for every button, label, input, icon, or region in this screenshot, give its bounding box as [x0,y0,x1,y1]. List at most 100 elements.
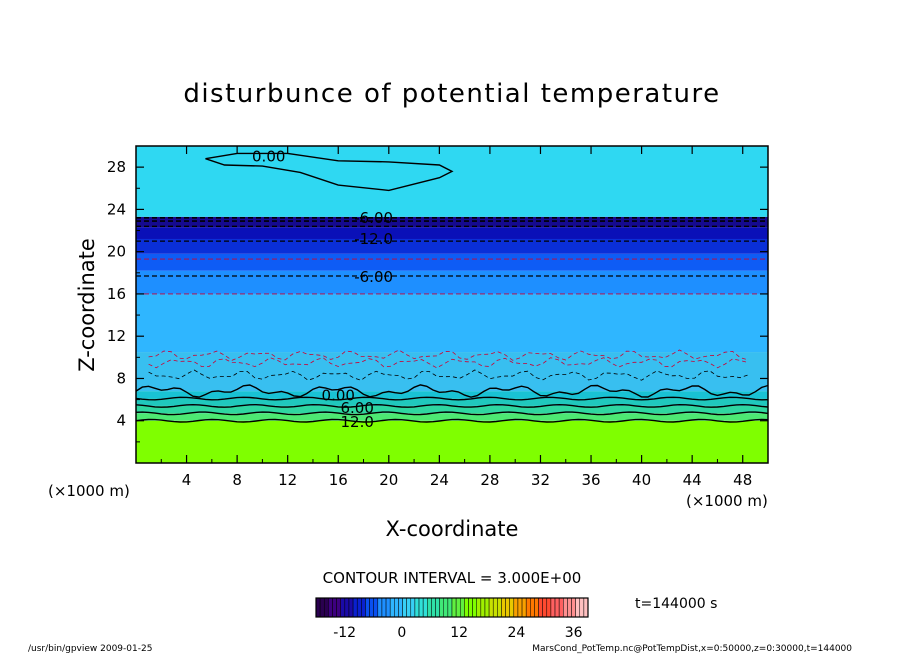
x-axis-ticks: 4 8 12 16 20 24 28 32 36 40 44 48 [160,146,752,489]
x-tick-label: 48 [733,471,752,489]
colorbar-cell [579,597,585,618]
colorbar-cell [385,597,391,618]
x-tick-label: 16 [329,471,348,489]
colorbar-cell [332,597,337,618]
colorbar-cell [315,597,321,618]
x-tick-label: 44 [683,471,702,489]
colorbar-cell [468,597,473,618]
colorbar-cell [336,597,341,618]
colorbar-cell [443,597,449,618]
plot-frame [135,145,769,464]
contour-label-4: 0.00 [322,386,355,404]
heatmap-band-8 [136,253,768,271]
contour-line-noise-2 [148,349,748,361]
x-unit-label: (×1000 m) [686,492,768,510]
colorbar-cell [497,597,502,618]
colorbar-tick-label: 24 [508,625,526,641]
y-tick-label: 4 [116,412,126,430]
chart-title: disturbunce of potential temperature [183,79,720,109]
colorbar-cell [567,597,572,618]
colorbar-frame [315,597,589,618]
colorbar-tick-label: -12 [333,625,356,641]
colorbar-cell [319,597,325,618]
colorbar-cell [558,597,564,618]
y-tick-label: 12 [107,327,126,345]
contour-line-positive-1 [135,411,769,416]
colorbar-cell [464,597,469,618]
heatmap-band-6 [136,293,768,353]
colorbar-cell [550,597,556,618]
x-tick-label: 4 [182,471,192,489]
colorbar-cell [344,597,350,618]
colorbar-cell [554,597,560,618]
colorbar-cell [583,597,589,618]
colorbar-cell [369,597,374,618]
x-tick-label: 32 [531,471,550,489]
colorbar-cell [323,597,329,618]
colorbar-cell [435,597,440,618]
x-tick-label: 12 [278,471,297,489]
heatmap-band-9 [136,238,768,254]
colorbar-cell [517,597,523,618]
colorbar-cell [480,597,486,618]
x-tick-label: 8 [232,471,242,489]
contour-line-positive-0 [135,418,769,423]
colorbar-cell [418,597,424,618]
colorbar-cell [361,597,366,618]
heatmap-band-1 [136,413,768,421]
colorbar-cell [571,597,576,618]
contour-line-noise-0 [148,369,748,381]
colorbar-cell [381,597,387,618]
y-tick-label: 16 [107,285,126,303]
contour-line-zero-lower [135,384,769,398]
colorbar-cell [459,597,465,618]
footer-program: /usr/bin/gpview 2009-01-25 [28,644,152,654]
colorbar-cell [575,597,581,618]
colorbar-cell [563,597,568,618]
footer-source: MarsCond_PotTemp.nc@PotTempDist,x=0:5000… [532,644,852,654]
colorbar-cell [447,597,453,618]
colorbar-tick-label: 0 [397,625,406,641]
contour-interval-label: CONTOUR INTERVAL = 3.000E+00 [323,569,582,587]
heatmap-band-5 [136,352,768,392]
colorbar-cell [328,597,333,618]
y-tick-label: 28 [107,158,126,176]
contour-line-positive-2 [135,403,769,408]
x-tick-label: 36 [581,471,600,489]
time-label: t=144000 s [635,596,717,612]
colorbar-cell [525,597,531,618]
colorbar-cell [488,597,494,618]
colorbar-tick-label: 12 [450,625,468,641]
y-axis-title: Z-coordinate [75,238,99,372]
colorbar-cell [365,597,370,618]
heatmap-band-7 [136,270,768,294]
contour-label-6: 12.0 [340,413,373,431]
contour-label-1: -6.00 [354,209,393,227]
colorbar-cell [530,597,535,618]
colorbar-cell [340,597,346,618]
x-tick-label: 28 [480,471,499,489]
contour-line-zero-upper [205,152,454,192]
colorbar-cell [422,597,428,618]
x-tick-label: 24 [430,471,449,489]
heatmap-band-3 [136,398,768,406]
heatmap-band-11 [136,216,768,228]
heatmap-band-0 [136,420,768,463]
colorbar-cell [538,597,543,618]
colorbar-cell [352,597,358,618]
colorbar-cell [373,597,379,618]
colorbar-cell [492,597,498,618]
colorbar [315,597,589,618]
colorbar-cell [542,597,548,618]
colorbar-cell [431,597,436,618]
colorbar-cell [451,597,457,618]
heatmap-band-12 [136,146,768,217]
colorbar-cell [472,597,477,618]
colorbar-cell [414,597,420,618]
heatmap-bands [136,146,768,463]
contour-line-noise-1 [148,357,748,369]
colorbar-tick-label: 36 [565,625,583,641]
contour-line-positive-3 [135,396,769,401]
x-axis-title: X-coordinate [386,517,519,541]
